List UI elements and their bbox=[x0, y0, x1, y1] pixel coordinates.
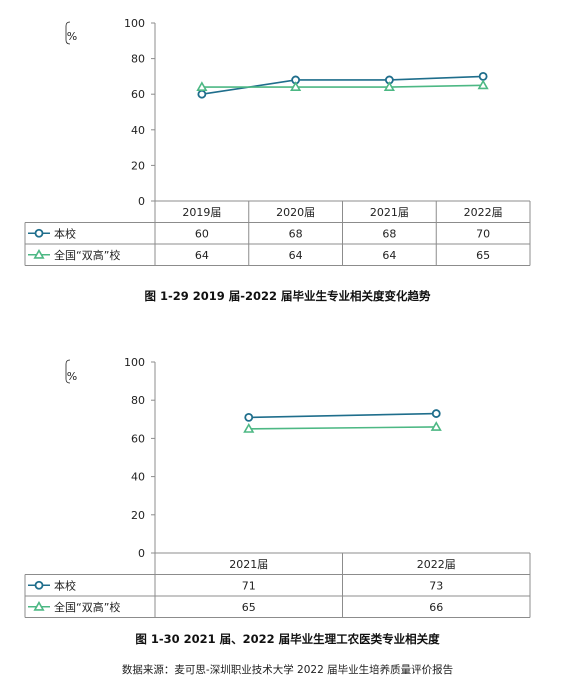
data-label: 60 bbox=[195, 227, 209, 240]
data-point bbox=[244, 412, 254, 422]
x-tick-label: 2019届 bbox=[182, 206, 221, 219]
y-tick-label: 100 bbox=[124, 356, 145, 369]
legend-marker bbox=[34, 228, 44, 238]
x-tick-label: 2022届 bbox=[417, 558, 456, 571]
data-label: 65 bbox=[476, 249, 490, 262]
unit-brace bbox=[65, 21, 71, 45]
data-point bbox=[197, 89, 207, 99]
legend-marker bbox=[33, 600, 45, 611]
data-point bbox=[383, 81, 395, 92]
figure-caption: 图 1-30 2021 届、2022 届毕业生理工农医类专业相关度 bbox=[135, 632, 440, 646]
legend-label: 全国“双高”校 bbox=[54, 248, 120, 262]
series-1 bbox=[244, 409, 441, 422]
x-tick-label: 2020届 bbox=[276, 206, 315, 219]
figure-caption: 图 1-29 2019 届-2022 届毕业生专业相关度变化趋势 bbox=[144, 289, 431, 303]
unit-brace bbox=[65, 359, 71, 384]
data-point bbox=[196, 81, 208, 92]
legend-label: 本校 bbox=[54, 226, 76, 240]
legend-entry: 本校 bbox=[28, 578, 76, 592]
legend-label: 本校 bbox=[54, 578, 76, 592]
data-point bbox=[290, 81, 302, 92]
y-tick-label: 80 bbox=[131, 394, 145, 407]
series-line bbox=[248, 412, 437, 419]
data-label: 65 bbox=[242, 601, 256, 614]
x-tick-label: 2021届 bbox=[229, 558, 268, 571]
series-line bbox=[201, 84, 484, 88]
data-label: 64 bbox=[195, 249, 209, 262]
legend-marker bbox=[33, 248, 45, 259]
data-point bbox=[430, 421, 442, 431]
series-2 bbox=[243, 421, 442, 433]
y-tick-label: 80 bbox=[131, 53, 145, 66]
series-line bbox=[248, 426, 437, 430]
y-tick-label: 20 bbox=[131, 509, 145, 522]
data-label: 71 bbox=[242, 579, 256, 592]
data-label: 64 bbox=[382, 249, 396, 262]
data-label: 66 bbox=[429, 601, 443, 614]
x-tick-label: 2022届 bbox=[464, 206, 503, 219]
y-tick-label: 60 bbox=[131, 432, 145, 445]
y-tick-label: 100 bbox=[124, 17, 145, 30]
x-tick-label: 2021届 bbox=[370, 206, 409, 219]
legend-entry: 全国“双高”校 bbox=[28, 600, 120, 614]
y-tick-label: 20 bbox=[131, 159, 145, 172]
data-label: 64 bbox=[289, 249, 303, 262]
legend-entry: 全国“双高”校 bbox=[28, 248, 120, 262]
y-unit-label: % bbox=[67, 370, 77, 383]
legend-marker bbox=[34, 580, 44, 590]
y-tick-label: 60 bbox=[131, 88, 145, 101]
data-point bbox=[477, 79, 489, 90]
series-2 bbox=[196, 79, 489, 92]
y-tick-label: 40 bbox=[131, 471, 145, 484]
source-note: 数据来源：麦可思-深圳职业技术大学 2022 届毕业生培养质量评价报告 bbox=[122, 663, 453, 676]
data-label: 70 bbox=[476, 227, 490, 240]
legend-label: 全国“双高”校 bbox=[54, 600, 120, 614]
y-unit-label: % bbox=[67, 30, 77, 43]
legend-entry: 本校 bbox=[28, 226, 76, 240]
data-point bbox=[478, 72, 488, 81]
data-point bbox=[243, 423, 255, 433]
data-label: 68 bbox=[382, 227, 396, 240]
data-label: 73 bbox=[429, 579, 443, 592]
y-tick-label: 0 bbox=[138, 195, 145, 208]
y-tick-label: 40 bbox=[131, 124, 145, 137]
series-line bbox=[201, 75, 484, 95]
y-tick-label: 0 bbox=[138, 547, 145, 560]
data-point bbox=[431, 409, 441, 418]
data-label: 68 bbox=[289, 227, 303, 240]
